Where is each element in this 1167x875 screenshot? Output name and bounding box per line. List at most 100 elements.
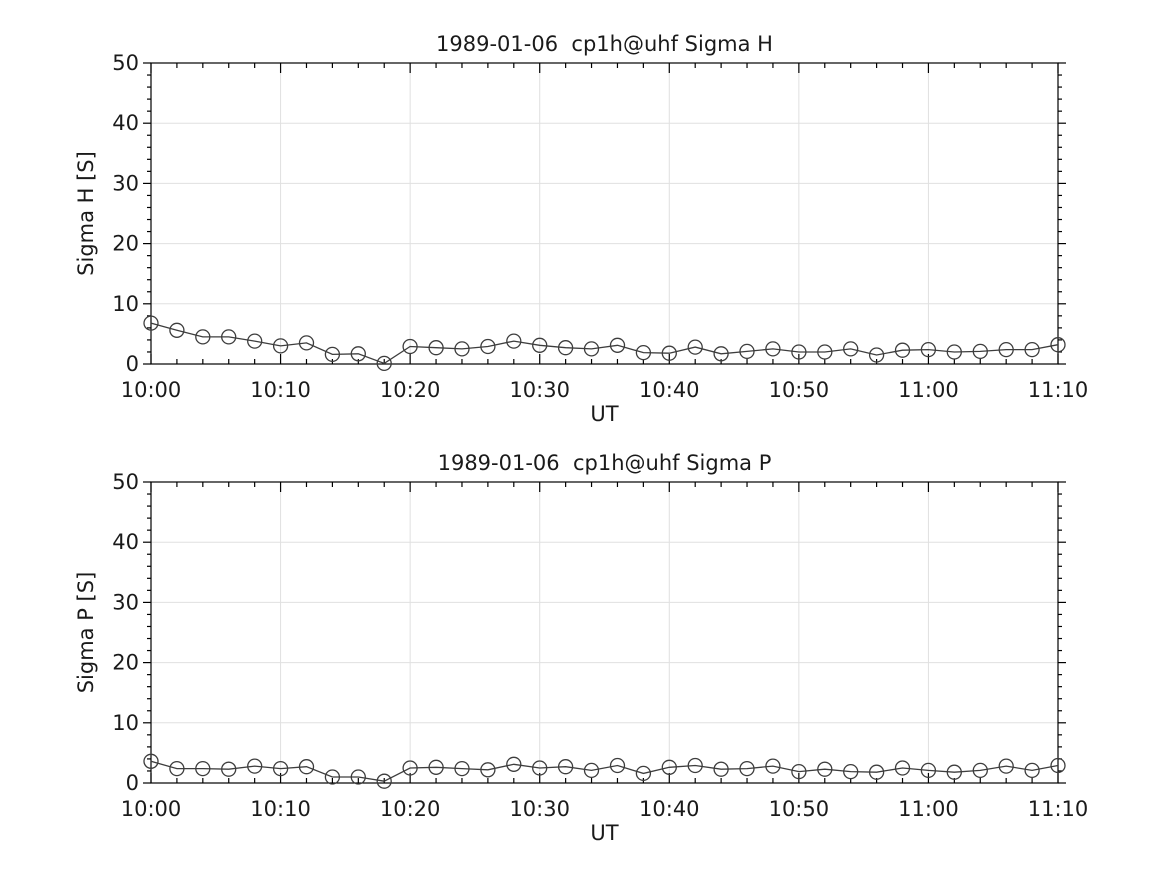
data-point-marker: [169, 322, 185, 338]
data-point-marker: [972, 343, 988, 360]
data-point-marker: [687, 339, 703, 355]
data-point-marker: [532, 760, 548, 776]
data-series: [143, 753, 1066, 789]
data-point-marker: [376, 355, 392, 372]
data-point-marker: [1024, 762, 1040, 779]
x-tick-label: 10:30: [509, 797, 570, 821]
data-point-marker: [247, 333, 263, 349]
data-series: [143, 315, 1066, 372]
data-point-marker: [557, 340, 574, 356]
data-point-marker: [946, 344, 962, 360]
y-axis-label: Sigma H [S]: [74, 151, 98, 276]
data-point-marker: [583, 341, 600, 357]
y-axis-label: Sigma P [S]: [74, 572, 98, 694]
x-axis-label: UT: [590, 402, 618, 426]
data-point-marker: [868, 764, 885, 780]
x-tick-label: 11:00: [898, 378, 959, 402]
data-point-marker: [350, 346, 366, 362]
data-point-marker: [972, 762, 988, 779]
y-tick-label: 10: [112, 711, 139, 735]
data-point-marker: [998, 341, 1014, 358]
x-tick-label: 11:00: [898, 797, 959, 821]
data-point-marker: [454, 341, 470, 357]
plot-frame: [150, 481, 1059, 784]
chart-title: 1989-01-06 cp1h@uhf Sigma P: [438, 451, 772, 475]
data-point-marker: [894, 342, 911, 358]
data-point-marker: [635, 765, 652, 782]
data-point-marker: [817, 761, 833, 777]
data-point-marker: [480, 762, 496, 778]
data-point-marker: [998, 758, 1014, 774]
x-tick-label: 10:30: [509, 378, 570, 402]
axis-ticks: [143, 62, 1066, 365]
x-tick-label: 11:10: [1028, 797, 1089, 821]
data-point-marker: [428, 759, 444, 775]
data-point-marker: [713, 346, 729, 362]
data-point-marker: [894, 760, 911, 776]
data-point-marker: [376, 773, 392, 789]
x-tick-label: 11:10: [1028, 378, 1089, 402]
x-tick-label: 10:10: [250, 797, 311, 821]
plot-frame: [150, 62, 1059, 365]
x-tick-label: 10:40: [639, 797, 700, 821]
data-point-marker: [687, 757, 703, 774]
y-tick-label: 50: [112, 470, 139, 494]
x-tick-label: 10:00: [121, 797, 182, 821]
y-tick-label: 0: [126, 352, 139, 376]
data-point-marker: [583, 762, 600, 779]
data-point-marker: [195, 329, 211, 345]
data-point-marker: [661, 345, 677, 361]
y-tick-label: 50: [112, 51, 139, 75]
data-point-marker: [195, 760, 211, 777]
x-tick-label: 10:40: [639, 378, 700, 402]
x-tick-label: 10:20: [380, 378, 441, 402]
data-point-marker: [765, 758, 781, 774]
data-point-marker: [402, 338, 418, 355]
data-point-marker: [557, 759, 574, 775]
chart-title: 1989-01-06 cp1h@uhf Sigma H: [436, 32, 773, 56]
data-point-marker: [868, 347, 885, 363]
data-point-marker: [221, 329, 237, 345]
data-point-marker: [169, 760, 185, 777]
data-point-marker: [454, 760, 470, 777]
data-line: [150, 322, 1059, 365]
sigma-p-chart: 10:00 10:10 10:20 10:30 10:40 10:50 11:00 11:10…: [74, 451, 1088, 845]
grid-lines: [151, 63, 1058, 364]
data-point-marker: [920, 762, 937, 779]
data-point-marker: [480, 338, 496, 355]
data-point-marker: [221, 761, 237, 777]
data-point-marker: [609, 757, 626, 774]
data-point-marker: [143, 753, 159, 769]
data-point-marker: [298, 335, 315, 351]
data-point-marker: [946, 764, 962, 780]
y-tick-label: 30: [112, 590, 139, 614]
data-point-marker: [661, 759, 677, 775]
data-point-marker: [143, 315, 159, 331]
data-point-marker: [609, 337, 626, 353]
y-tick-label: 40: [112, 530, 139, 554]
y-tick-label: 40: [112, 111, 139, 135]
data-point-marker: [635, 344, 652, 361]
tick-labels: 10:00 10:10 10:20 10:30 10:40 10:50 11:00 11:10…: [112, 470, 1088, 821]
y-tick-label: 20: [112, 232, 139, 256]
data-point-marker: [428, 340, 444, 356]
y-tick-label: 0: [126, 771, 139, 795]
data-point-marker: [843, 341, 859, 357]
x-tick-label: 10:20: [380, 797, 441, 821]
data-point-marker: [1050, 757, 1066, 774]
data-point-marker: [1024, 341, 1040, 358]
data-point-marker: [324, 346, 341, 363]
sigma-h-chart: 10:00 10:10 10:20 10:30 10:40 10:50 11:00 11:10…: [74, 32, 1088, 426]
data-point-marker: [532, 337, 548, 353]
data-point-marker: [739, 760, 755, 777]
x-axis-label: UT: [590, 821, 618, 845]
data-point-marker: [843, 763, 859, 780]
y-tick-label: 30: [112, 171, 139, 195]
x-tick-label: 10:10: [250, 378, 311, 402]
x-tick-label: 10:00: [121, 378, 182, 402]
data-point-marker: [791, 344, 807, 360]
data-point-marker: [739, 343, 755, 360]
data-point-marker: [1050, 337, 1066, 353]
data-point-marker: [324, 769, 341, 785]
